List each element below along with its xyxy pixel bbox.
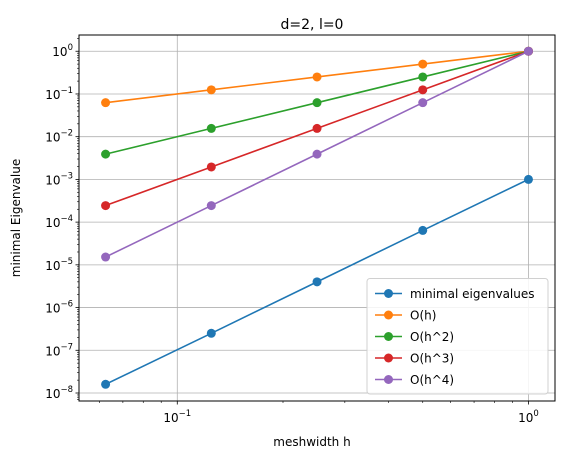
grid-lines bbox=[79, 35, 555, 401]
legend-label: O(h) bbox=[410, 309, 436, 323]
series-o-h-4 bbox=[101, 46, 533, 262]
plot-frame bbox=[78, 34, 556, 402]
data-point bbox=[206, 123, 216, 133]
legend-marker bbox=[384, 332, 393, 341]
legend-box bbox=[366, 278, 549, 395]
tick-label-exponent: −5 bbox=[60, 257, 73, 267]
tick-label-exponent: −3 bbox=[60, 171, 73, 181]
data-point bbox=[523, 46, 533, 56]
legend-entry: O(h) bbox=[375, 309, 436, 323]
x-tick-label: 100 bbox=[518, 409, 539, 425]
legend-label: O(h^2) bbox=[410, 330, 454, 344]
legend-marker bbox=[384, 353, 393, 363]
y-tick-label: 10−7 bbox=[45, 342, 73, 358]
tick-label-base: 10 bbox=[163, 411, 178, 425]
data-point bbox=[101, 149, 111, 159]
y-tick-label: 10−5 bbox=[45, 257, 73, 273]
legend-marker bbox=[384, 375, 393, 384]
series-layer bbox=[101, 46, 533, 389]
x-axis-label: meshwidth h bbox=[273, 435, 350, 449]
y-tick-label: 10−2 bbox=[45, 129, 73, 145]
data-point bbox=[312, 149, 322, 159]
legend-entry: O(h^2) bbox=[375, 330, 454, 344]
data-point bbox=[101, 379, 111, 389]
tick-label-base: 10 bbox=[45, 173, 60, 187]
data-point bbox=[418, 72, 428, 82]
data-point bbox=[418, 59, 428, 69]
data-point bbox=[206, 201, 216, 211]
tick-label-base: 10 bbox=[45, 88, 60, 102]
data-point bbox=[206, 85, 216, 95]
tick-label-exponent: −2 bbox=[60, 129, 73, 139]
data-point bbox=[206, 328, 216, 338]
tick-label-base: 10 bbox=[45, 259, 60, 273]
tick-label-exponent: −1 bbox=[60, 86, 73, 96]
y-axis-label: minimal Eigenvalue bbox=[9, 159, 23, 277]
tick-label-exponent: 0 bbox=[533, 409, 538, 419]
data-point bbox=[418, 225, 428, 235]
data-point bbox=[101, 201, 111, 211]
data-point bbox=[523, 174, 533, 184]
legend-marker bbox=[384, 310, 393, 320]
tick-label-base: 10 bbox=[45, 131, 60, 145]
tick-label-base: 10 bbox=[45, 387, 60, 401]
legend: minimal eigenvalues O(h) O(h^2) O(h^3) O(h^4… bbox=[366, 278, 549, 395]
legend-entry: minimal eigenvalues bbox=[375, 287, 535, 301]
legend-label: minimal eigenvalues bbox=[410, 287, 535, 301]
tick-label-exponent: −6 bbox=[60, 300, 73, 310]
data-point bbox=[418, 98, 428, 108]
x-tick-label: 10−1 bbox=[163, 409, 191, 425]
y-tick-label: 10−6 bbox=[45, 300, 73, 316]
tick-label-base: 10 bbox=[45, 216, 60, 230]
data-point bbox=[418, 85, 428, 95]
tick-label-exponent: −7 bbox=[60, 342, 73, 352]
tick-label-exponent: 0 bbox=[68, 43, 73, 53]
data-point bbox=[206, 162, 216, 172]
tick-label-exponent: −1 bbox=[179, 409, 192, 419]
legend-entry: O(h^3) bbox=[375, 352, 454, 366]
chart-title: d=2, l=0 bbox=[281, 17, 344, 33]
tick-label-exponent: −4 bbox=[60, 214, 73, 224]
data-point bbox=[312, 123, 322, 133]
data-point bbox=[312, 72, 322, 82]
data-point bbox=[101, 252, 111, 262]
tick-label-base: 10 bbox=[45, 344, 60, 358]
tick-label-base: 10 bbox=[45, 302, 60, 316]
tick-label-base: 10 bbox=[518, 411, 533, 425]
legend-entry: O(h^4) bbox=[375, 373, 454, 387]
legend-marker bbox=[384, 289, 393, 298]
axis-ticks: 10−1 10010−810−710−610−510−410−310−210−11… bbox=[45, 38, 539, 425]
data-point bbox=[312, 98, 322, 108]
data-point bbox=[312, 277, 322, 287]
y-tick-label: 10−4 bbox=[45, 214, 73, 230]
legend-label: O(h^3) bbox=[410, 352, 454, 366]
y-tick-label: 100 bbox=[52, 43, 73, 59]
series-o-h bbox=[101, 46, 533, 108]
tick-label-base: 10 bbox=[52, 45, 67, 59]
series-minimal-eigenvalues bbox=[101, 174, 533, 389]
y-tick-label: 10−1 bbox=[45, 86, 73, 102]
y-tick-label: 10−8 bbox=[45, 385, 73, 401]
legend-label: O(h^4) bbox=[410, 373, 454, 387]
y-tick-label: 10−3 bbox=[45, 171, 73, 187]
tick-label-exponent: −8 bbox=[60, 385, 73, 395]
data-point bbox=[101, 98, 111, 108]
